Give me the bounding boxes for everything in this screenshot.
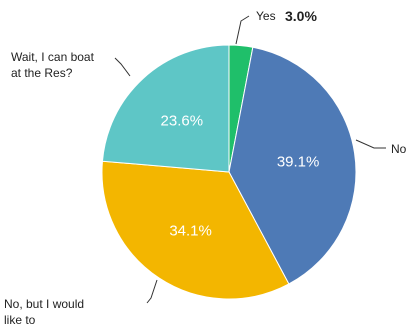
pie-slice-wait-i-can-boat-at-the-res	[101, 44, 230, 173]
pie-value-label-no: 39.1%	[277, 154, 320, 171]
leader-line-wait	[114, 57, 131, 77]
pie-slice-no	[228, 46, 357, 285]
pie-category-labels: Yes 3.0% No Wait, I can boat at the Res? No, …	[4, 8, 407, 327]
leader-line-yes	[235, 15, 250, 45]
pie-value-labels: 39.1% 34.1% 23.6%	[161, 113, 320, 240]
pie-slices	[101, 44, 357, 300]
category-label-wait: Wait, I can boat at the Res?	[11, 50, 95, 80]
pie-value-label-no-but-i-would-like-to: 34.1%	[169, 222, 212, 239]
pie-value-label-yes: 3.0%	[285, 8, 317, 24]
pie-slice-no-but-i-would-like-to	[101, 160, 290, 300]
pie-value-label-wait-i-can-boat-at-the-res: 23.6%	[161, 113, 204, 130]
leader-line-no	[355, 139, 386, 149]
category-label-no-but: No, but I would like to	[4, 297, 84, 327]
leader-line-no-but	[146, 279, 158, 304]
category-label-yes: Yes	[256, 9, 276, 23]
category-label-no: No	[391, 142, 407, 156]
